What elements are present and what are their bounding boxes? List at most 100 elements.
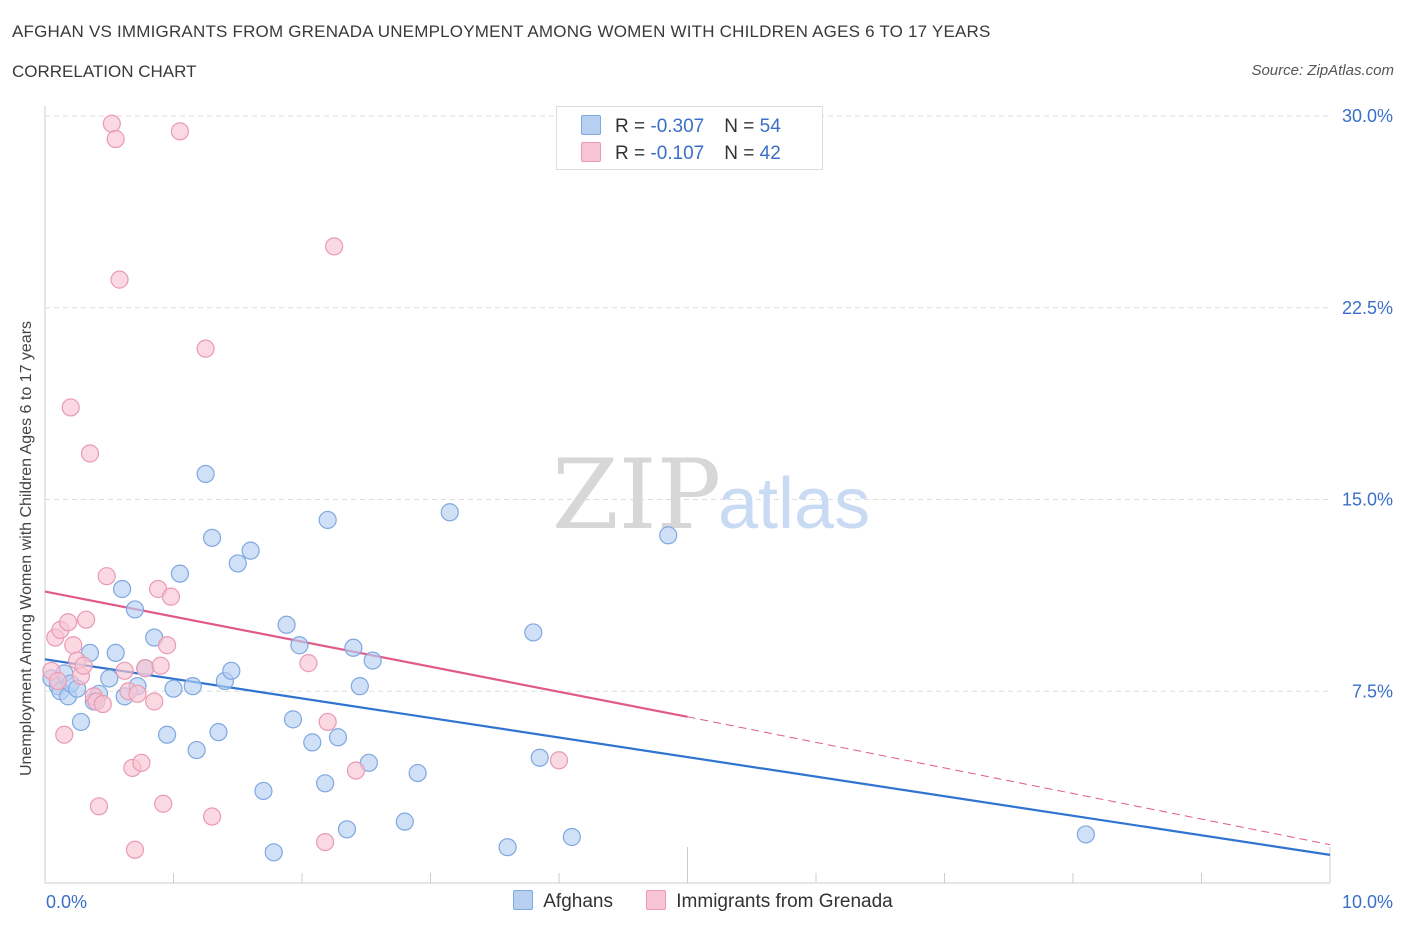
y-axis-label: Unemployment Among Women with Children A… (18, 320, 35, 776)
point-0-13 (112, 579, 132, 599)
point-1-12 (80, 444, 100, 463)
grid-lines (45, 115, 1330, 692)
legend-item-grenada: Immigrants from Grenada (646, 890, 893, 913)
point-1-32 (157, 636, 177, 655)
y-tick-label-3: 30.0% (1342, 106, 1393, 126)
trendline-0 (44, 658, 1331, 856)
point-0-32 (264, 843, 283, 862)
point-1-27 (136, 659, 155, 678)
point-0-28 (222, 661, 241, 680)
point-1-11 (77, 610, 96, 629)
watermark-zip: ZIP (552, 439, 721, 551)
legend-r-label-afghans: R = (615, 116, 651, 137)
x-tick-label-0: 0.0% (46, 892, 87, 912)
trendlines (44, 590, 1331, 856)
legend-row-afghans: R = -0.307 N = 54 (581, 115, 781, 138)
point-0-36 (303, 733, 322, 752)
watermark-atlas: atlas (718, 464, 870, 544)
point-1-38 (318, 712, 337, 732)
point-1-40 (325, 237, 344, 256)
point-1-7 (64, 636, 83, 655)
point-0-44 (363, 651, 382, 670)
point-1-24 (125, 840, 145, 859)
point-0-20 (164, 679, 183, 698)
y-tick-label-2: 22.5% (1342, 298, 1393, 318)
legend-row-grenada: R = -0.107 N = 42 (581, 142, 781, 165)
point-1-39 (316, 832, 335, 852)
point-0-30 (241, 541, 260, 560)
legend-n-value-afghans: 54 (759, 116, 781, 137)
point-1-20 (110, 270, 129, 289)
point-0-29 (228, 554, 247, 573)
point-1-28 (145, 692, 164, 711)
point-1-10 (74, 656, 93, 675)
point-1-30 (151, 656, 170, 675)
legend-swatch-grenada (581, 142, 601, 162)
trendline-2 (687, 716, 1331, 846)
chart-title: AFGHAN VS IMMIGRANTS FROM GRENADA UNEMPL… (12, 22, 991, 41)
point-1-18 (102, 114, 121, 133)
point-1-31 (154, 794, 173, 813)
legend-n-label-grenada: N = (724, 143, 760, 164)
point-0-50 (530, 748, 549, 767)
source-credit: Source: ZipAtlas.com (1251, 62, 1394, 79)
point-1-25 (128, 684, 147, 703)
tick-labels: 7.5% 15.0% 22.5% 30.0% 0.0% 10.0% (46, 106, 1393, 912)
point-0-31 (254, 781, 273, 801)
point-0-40 (337, 820, 357, 839)
point-0-11 (100, 669, 119, 688)
point-1-21 (115, 661, 134, 680)
point-1-26 (132, 753, 151, 772)
point-0-21 (170, 564, 190, 583)
point-1-33 (161, 587, 181, 606)
point-0-33 (277, 615, 296, 634)
point-0-23 (187, 740, 206, 760)
point-0-26 (209, 723, 228, 742)
point-1-2 (48, 671, 67, 691)
watermark: ZIP atlas (552, 439, 870, 551)
point-0-39 (328, 728, 348, 747)
point-0-7 (71, 712, 91, 732)
point-0-19 (157, 725, 177, 744)
legend-n-value-grenada: 42 (759, 143, 781, 164)
point-0-47 (440, 503, 459, 522)
point-0-37 (316, 774, 335, 793)
legend-swatch-afghans-bottom (513, 890, 534, 910)
point-1-17 (97, 567, 116, 586)
point-0-52 (659, 526, 678, 545)
point-0-49 (524, 623, 543, 642)
point-0-46 (408, 763, 427, 783)
legend-swatch-grenada-bottom (646, 890, 667, 910)
point-1-37 (299, 654, 318, 673)
point-1-16 (93, 694, 112, 714)
point-1-35 (196, 339, 215, 358)
point-1-42 (549, 751, 569, 770)
point-1-15 (89, 797, 109, 816)
point-1-4 (55, 725, 74, 744)
legend-n-label-afghans: N = (724, 116, 760, 137)
point-0-53 (1076, 825, 1095, 844)
point-0-35 (290, 636, 309, 655)
point-0-15 (125, 600, 145, 619)
point-0-34 (283, 710, 303, 729)
y-tick-label-0: 7.5% (1352, 681, 1393, 701)
point-0-45 (395, 812, 414, 831)
point-1-34 (170, 122, 190, 141)
series-legend: Afghans Immigrants from Grenada (0, 890, 1406, 913)
point-0-25 (202, 528, 222, 547)
data-points (42, 114, 1095, 862)
point-0-22 (183, 677, 202, 696)
legend-item-afghans: Afghans (513, 890, 613, 913)
point-1-36 (202, 807, 222, 826)
point-0-48 (498, 838, 517, 857)
point-0-24 (196, 464, 215, 484)
legend-r-value-grenada: -0.107 (650, 143, 705, 164)
point-1-41 (346, 761, 366, 780)
legend-r-value-afghans: -0.307 (650, 116, 705, 137)
chart-subtitle: CORRELATION CHART (12, 62, 197, 81)
axes (44, 106, 1331, 884)
x-tick-label-1: 10.0% (1342, 892, 1393, 912)
point-0-51 (562, 827, 581, 847)
legend-label-grenada: Immigrants from Grenada (676, 891, 893, 912)
